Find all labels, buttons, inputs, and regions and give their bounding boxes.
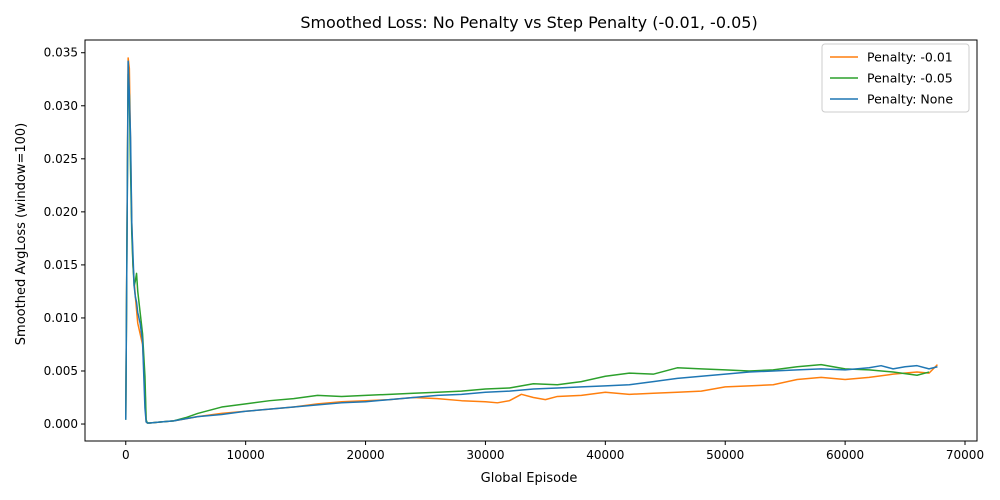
- y-tick-label: 0.010: [44, 311, 78, 325]
- y-axis-label: Smoothed AvgLoss (window=100): [14, 123, 29, 345]
- y-tick-label: 0.000: [44, 417, 78, 431]
- x-tick-label: 70000: [946, 448, 984, 462]
- x-tick-label: 60000: [826, 448, 864, 462]
- series-layer: [125, 57, 938, 424]
- legend-label: Penalty: None: [867, 92, 953, 107]
- legend: Penalty: -0.01 Penalty: -0.05 Penalty: Non…: [821, 43, 970, 113]
- y-tick-label: 0.005: [44, 364, 78, 378]
- chart-title: Smoothed Loss: No Penalty vs Step Penalt…: [300, 13, 757, 32]
- series-line-2: [125, 60, 938, 424]
- x-tick-label: 10000: [227, 448, 265, 462]
- y-tick-label: 0.015: [44, 258, 78, 272]
- legend-label: Penalty: -0.05: [867, 71, 953, 86]
- x-tick-label: 20000: [346, 448, 384, 462]
- legend-box: [821, 43, 970, 113]
- x-tick-label: 40000: [586, 448, 624, 462]
- y-tick-label: 0.035: [44, 46, 78, 60]
- x-tick-label: 0: [122, 448, 130, 462]
- y-axis: 0.000 0.005 0.010 0.015 0.020 0.025 0.030 0.035: [44, 46, 85, 431]
- plot-border: [84, 39, 978, 442]
- x-axis: 0 10000 20000 30000 40000 50000 60000 70000: [122, 441, 984, 462]
- y-tick-label: 0.030: [44, 99, 78, 113]
- y-tick-label: 0.025: [44, 152, 78, 166]
- x-tick-label: 50000: [706, 448, 744, 462]
- legend-label: Penalty: -0.01: [867, 50, 953, 65]
- x-axis-label: Global Episode: [481, 471, 578, 486]
- y-tick-label: 0.020: [44, 205, 78, 219]
- x-tick-label: 30000: [466, 448, 504, 462]
- series-line-1: [125, 73, 930, 424]
